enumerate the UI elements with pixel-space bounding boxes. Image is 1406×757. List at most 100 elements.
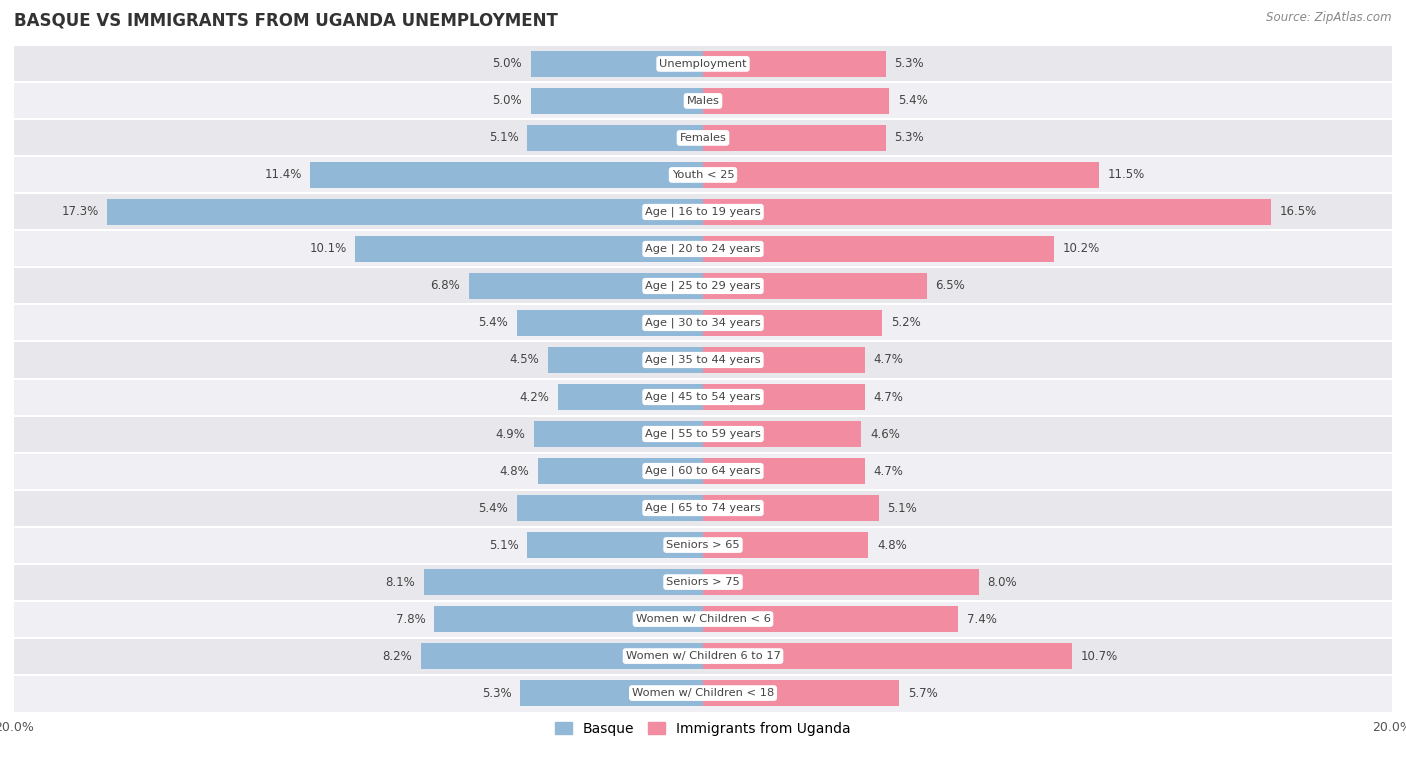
Bar (14, 120, 1392, 157)
Bar (14, 157, 1392, 194)
Text: Age | 25 to 29 years: Age | 25 to 29 years (645, 281, 761, 291)
Bar (14, 490, 1392, 527)
Bar (527, 125, 703, 151)
Bar (703, 310, 882, 336)
Text: 7.8%: 7.8% (396, 612, 426, 625)
Text: 17.3%: 17.3% (62, 205, 98, 219)
Bar (703, 531, 869, 559)
Text: Age | 16 to 19 years: Age | 16 to 19 years (645, 207, 761, 217)
Text: Source: ZipAtlas.com: Source: ZipAtlas.com (1267, 11, 1392, 24)
Bar (14, 563, 1392, 600)
Text: 5.1%: 5.1% (489, 132, 519, 145)
Text: 7.4%: 7.4% (966, 612, 997, 625)
Text: 5.3%: 5.3% (482, 687, 512, 699)
Text: 4.6%: 4.6% (870, 428, 900, 441)
Bar (703, 384, 865, 410)
Text: 10.1%: 10.1% (309, 242, 346, 255)
Bar (703, 643, 1071, 669)
Text: Unemployment: Unemployment (659, 59, 747, 69)
Bar (517, 495, 703, 522)
Text: 4.2%: 4.2% (520, 391, 550, 403)
Bar (534, 421, 703, 447)
Bar (537, 458, 703, 484)
Bar (703, 88, 889, 114)
Bar (14, 453, 1392, 490)
Text: 4.7%: 4.7% (873, 465, 904, 478)
Bar (531, 88, 703, 114)
Text: Age | 60 to 64 years: Age | 60 to 64 years (645, 466, 761, 476)
Text: Age | 55 to 59 years: Age | 55 to 59 years (645, 428, 761, 439)
Text: Age | 45 to 54 years: Age | 45 to 54 years (645, 392, 761, 402)
Bar (527, 531, 703, 559)
Text: 5.2%: 5.2% (891, 316, 921, 329)
Text: 4.5%: 4.5% (509, 354, 540, 366)
Bar (703, 421, 862, 447)
Bar (468, 273, 703, 299)
Text: 8.1%: 8.1% (385, 575, 415, 588)
Bar (107, 198, 703, 226)
Text: 4.7%: 4.7% (873, 391, 904, 403)
Bar (425, 569, 703, 595)
Bar (531, 51, 703, 77)
Bar (420, 643, 703, 669)
Bar (14, 304, 1392, 341)
Bar (703, 162, 1099, 188)
Bar (548, 347, 703, 373)
Text: Women w/ Children 6 to 17: Women w/ Children 6 to 17 (626, 651, 780, 661)
Text: Youth < 25: Youth < 25 (672, 170, 734, 180)
Text: BASQUE VS IMMIGRANTS FROM UGANDA UNEMPLOYMENT: BASQUE VS IMMIGRANTS FROM UGANDA UNEMPLO… (14, 11, 558, 30)
Bar (703, 606, 957, 632)
Text: Age | 35 to 44 years: Age | 35 to 44 years (645, 355, 761, 365)
Bar (703, 235, 1054, 262)
Text: Males: Males (686, 96, 720, 106)
Bar (703, 569, 979, 595)
Text: 5.1%: 5.1% (887, 502, 917, 515)
Text: 11.5%: 11.5% (1108, 169, 1144, 182)
Text: 5.4%: 5.4% (478, 502, 509, 515)
Text: Age | 65 to 74 years: Age | 65 to 74 years (645, 503, 761, 513)
Text: 5.7%: 5.7% (908, 687, 938, 699)
Text: 4.9%: 4.9% (496, 428, 526, 441)
Text: Age | 20 to 24 years: Age | 20 to 24 years (645, 244, 761, 254)
Text: Females: Females (679, 133, 727, 143)
Bar (14, 230, 1392, 267)
Bar (703, 198, 1271, 226)
Bar (558, 384, 703, 410)
Text: Women w/ Children < 18: Women w/ Children < 18 (631, 688, 775, 698)
Bar (14, 194, 1392, 230)
Text: 8.2%: 8.2% (382, 650, 412, 662)
Text: Seniors > 75: Seniors > 75 (666, 577, 740, 587)
Bar (356, 235, 703, 262)
Text: 4.8%: 4.8% (877, 538, 907, 552)
Bar (703, 347, 865, 373)
Bar (14, 45, 1392, 83)
Bar (517, 310, 703, 336)
Text: 5.0%: 5.0% (492, 95, 522, 107)
Bar (14, 416, 1392, 453)
Text: 5.3%: 5.3% (894, 132, 924, 145)
Bar (520, 680, 703, 706)
Text: 6.8%: 6.8% (430, 279, 460, 292)
Text: Women w/ Children < 6: Women w/ Children < 6 (636, 614, 770, 624)
Text: 11.4%: 11.4% (264, 169, 302, 182)
Bar (703, 495, 879, 522)
Bar (14, 378, 1392, 416)
Bar (14, 83, 1392, 120)
Bar (703, 458, 865, 484)
Bar (14, 674, 1392, 712)
Bar (703, 680, 900, 706)
Text: 4.8%: 4.8% (499, 465, 529, 478)
Bar (311, 162, 703, 188)
Text: 16.5%: 16.5% (1279, 205, 1317, 219)
Bar (14, 600, 1392, 637)
Text: Age | 30 to 34 years: Age | 30 to 34 years (645, 318, 761, 329)
Text: 5.4%: 5.4% (897, 95, 928, 107)
Text: 8.0%: 8.0% (987, 575, 1017, 588)
Text: 5.0%: 5.0% (492, 58, 522, 70)
Text: 10.7%: 10.7% (1080, 650, 1118, 662)
Bar (703, 273, 927, 299)
Bar (14, 637, 1392, 674)
Bar (14, 267, 1392, 304)
Text: 5.3%: 5.3% (894, 58, 924, 70)
Bar (703, 51, 886, 77)
